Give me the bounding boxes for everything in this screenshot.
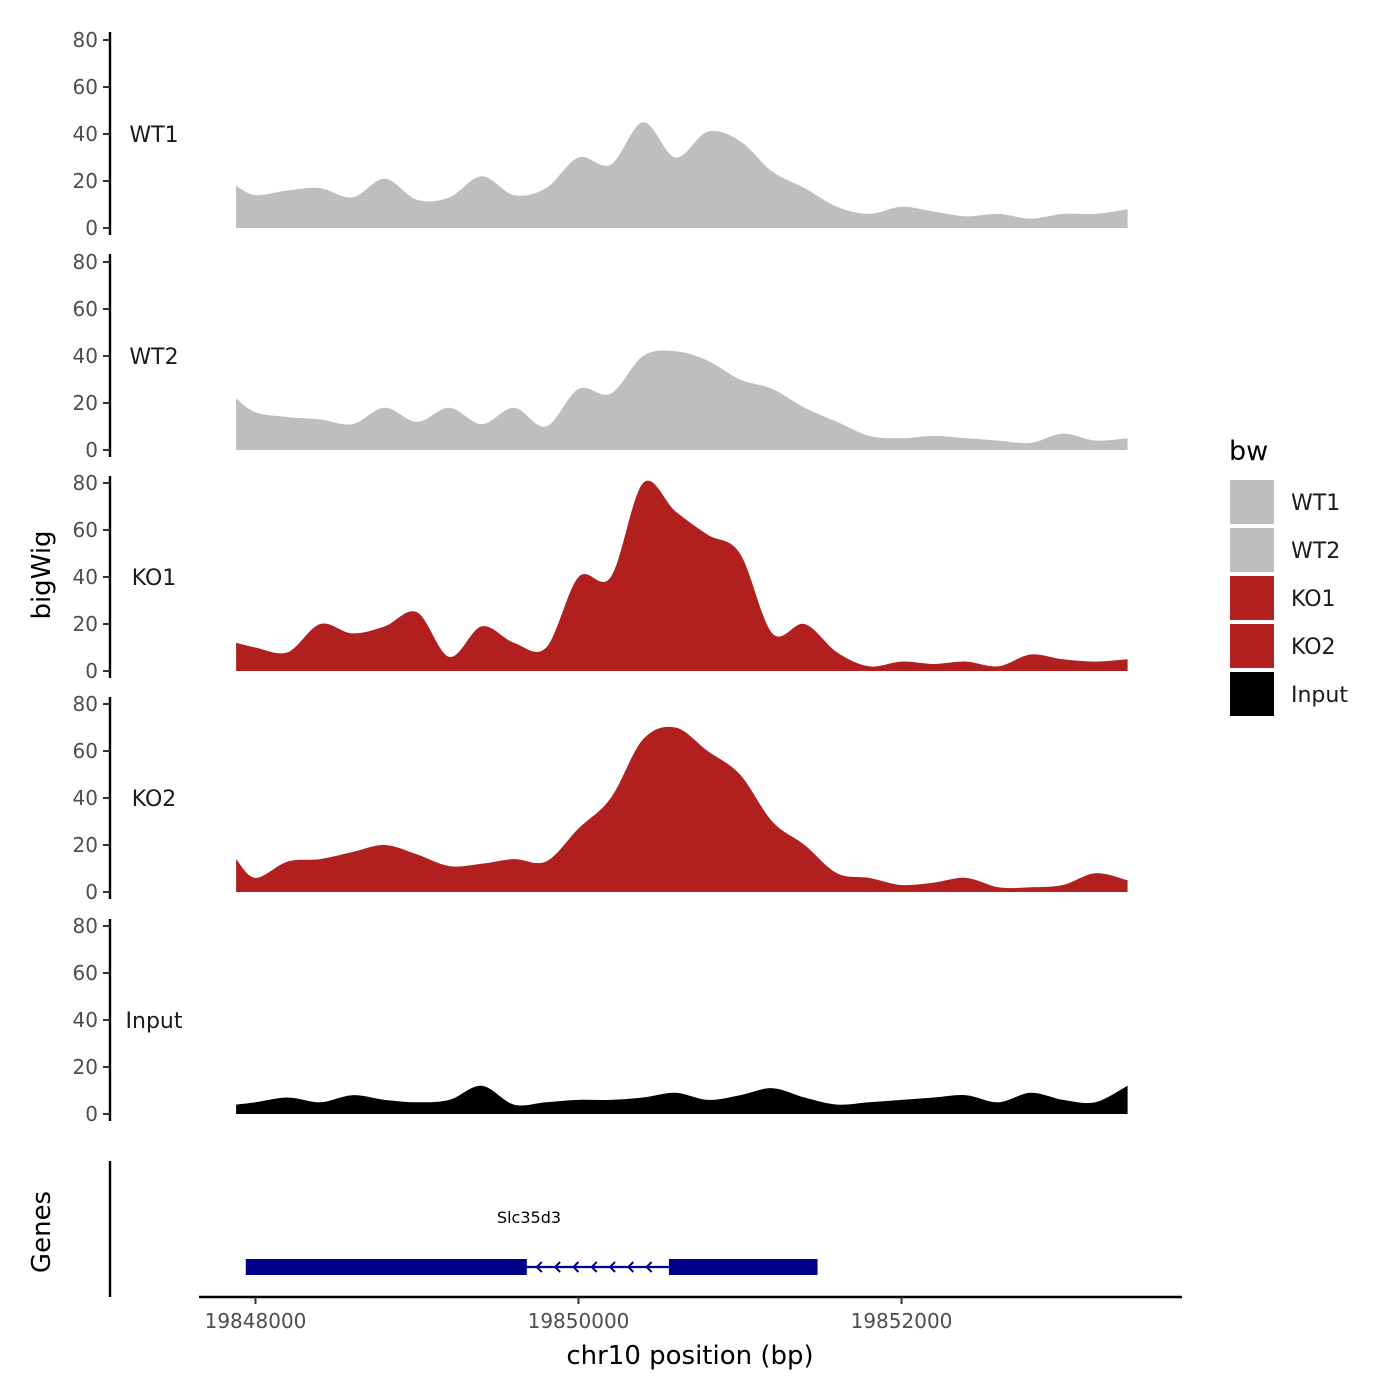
y-tick-label: 80 (73, 250, 98, 274)
y-tick-label: 20 (73, 833, 98, 857)
legend-label-ko1: KO1 (1291, 587, 1336, 612)
strand-arrow (535, 1261, 543, 1273)
legend-label-wt1: WT1 (1291, 491, 1340, 516)
legend-swatch-ko1 (1230, 576, 1274, 620)
y-tick-label: 40 (73, 786, 98, 810)
track-wt1: 0 20 40 60 80 WT1 (73, 28, 1128, 240)
track-input: 0 20 40 60 80 Input (73, 914, 1128, 1126)
strand-arrow (626, 1261, 635, 1273)
y-tick-label: 80 (73, 914, 98, 938)
legend-swatch-input (1230, 672, 1274, 716)
legend-label-wt2: WT2 (1291, 539, 1340, 564)
strand-arrow (645, 1261, 653, 1273)
x-axis-title: chr10 position (bp) (566, 1341, 813, 1371)
legend-label-ko2: KO2 (1291, 635, 1336, 660)
y-tick-label: 60 (73, 297, 98, 321)
legend-swatch-ko2 (1230, 624, 1274, 668)
gene-exon (245, 1259, 527, 1275)
y-tick-label: 0 (85, 216, 98, 240)
y-tick-label: 60 (73, 75, 98, 99)
gene-slc35d3: Slc35d3 (245, 1208, 818, 1275)
strand-arrow (553, 1261, 561, 1273)
signal-area-input (236, 1085, 1128, 1114)
y-tick-label: 0 (85, 659, 98, 683)
signal-area-ko2 (236, 726, 1128, 892)
y-tick-label: 20 (73, 1055, 98, 1079)
track-label-wt2: WT2 (129, 345, 178, 370)
gene-label: Slc35d3 (497, 1208, 561, 1227)
strand-arrow (572, 1261, 580, 1273)
signal-tracks: 0 20 40 60 80 WT1 0 20 40 60 80 WT2 0 20 40 60 80 KO1 0 20 4… (73, 28, 1128, 1126)
y-axis-title: bigWig (27, 530, 57, 619)
x-axis: 19848000 19850000 19852000 (199, 1295, 1182, 1333)
track-ko2: 0 20 40 60 80 KO2 (73, 692, 1128, 904)
x-tick-label: 19848000 (205, 1309, 307, 1333)
track-ko1: 0 20 40 60 80 KO1 (73, 471, 1128, 683)
track-label-ko2: KO2 (132, 787, 177, 812)
y-tick-label: 80 (73, 692, 98, 716)
strand-arrow (608, 1261, 616, 1273)
y-tick-label: 40 (73, 122, 98, 146)
gene-exon (668, 1259, 818, 1275)
y-tick-label: 0 (85, 880, 98, 904)
signal-area-wt2 (236, 350, 1128, 450)
legend-swatch-wt2 (1230, 528, 1274, 572)
y-tick-label: 80 (73, 28, 98, 52)
gene-track-title: Genes (27, 1191, 57, 1273)
y-tick-label: 0 (85, 1102, 98, 1126)
legend-swatch-wt1 (1230, 480, 1274, 524)
y-tick-label: 20 (73, 169, 98, 193)
y-tick-label: 60 (73, 961, 98, 985)
gene-track: Slc35d3 (108, 1161, 818, 1297)
y-tick-label: 40 (73, 344, 98, 368)
track-wt2: 0 20 40 60 80 WT2 (73, 250, 1128, 462)
y-tick-label: 80 (73, 471, 98, 495)
track-label-ko1: KO1 (132, 566, 177, 591)
track-label-wt1: WT1 (129, 123, 178, 148)
signal-area-wt1 (236, 122, 1128, 228)
y-tick-label: 60 (73, 518, 98, 542)
x-tick-label: 19850000 (528, 1309, 630, 1333)
y-tick-label: 40 (73, 565, 98, 589)
y-tick-label: 20 (73, 612, 98, 636)
strand-arrow (590, 1261, 598, 1273)
legend-title: bw (1229, 436, 1268, 467)
legend-label-input: Input (1291, 683, 1348, 708)
y-tick-label: 0 (85, 438, 98, 462)
y-tick-label: 60 (73, 739, 98, 763)
legend: bw WT1 WT2 KO1 KO2 Input (1229, 436, 1348, 716)
y-tick-label: 40 (73, 1008, 98, 1032)
y-tick-label: 20 (73, 391, 98, 415)
x-tick-label: 19852000 (851, 1309, 953, 1333)
signal-area-ko1 (236, 480, 1128, 671)
track-label-input: Input (126, 1009, 183, 1034)
